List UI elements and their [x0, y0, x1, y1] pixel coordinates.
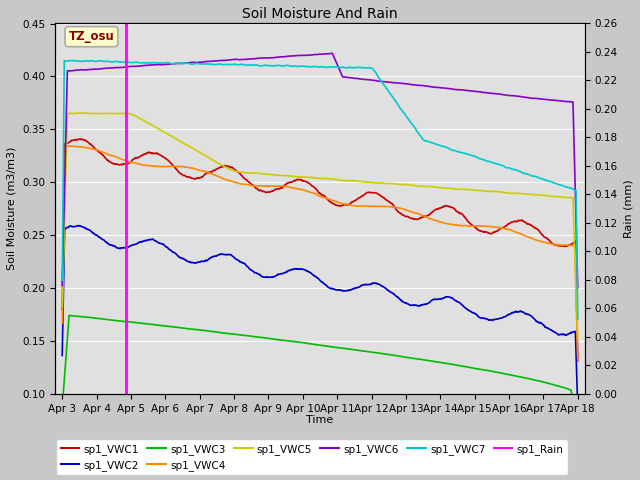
Y-axis label: Rain (mm): Rain (mm) [623, 180, 633, 238]
Text: TZ_osu: TZ_osu [68, 30, 115, 43]
Y-axis label: Soil Moisture (m3/m3): Soil Moisture (m3/m3) [7, 147, 17, 270]
X-axis label: Time: Time [307, 415, 333, 425]
Title: Soil Moisture And Rain: Soil Moisture And Rain [242, 7, 398, 21]
Legend: sp1_VWC1, sp1_VWC2, sp1_VWC3, sp1_VWC4, sp1_VWC5, sp1_VWC6, sp1_VWC7, sp1_Rain: sp1_VWC1, sp1_VWC2, sp1_VWC3, sp1_VWC4, … [56, 439, 568, 475]
